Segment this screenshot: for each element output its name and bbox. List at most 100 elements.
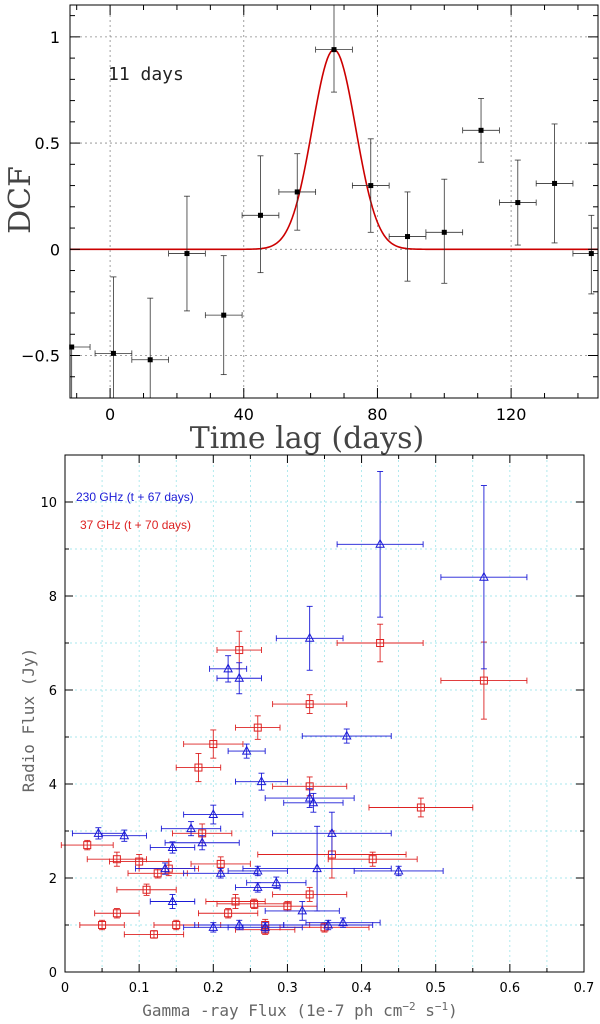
flux-xtick-label: 0.5 <box>425 981 446 996</box>
dcf-marker <box>478 127 484 133</box>
square-marker <box>283 902 292 911</box>
triangle-marker <box>160 863 170 873</box>
triangle-marker <box>186 823 196 833</box>
point-230ghz <box>305 917 381 928</box>
point-230ghz <box>235 772 288 791</box>
dcf-points <box>69 4 599 398</box>
square-marker <box>83 841 92 850</box>
dcf-xtick-label: 120 <box>496 405 527 424</box>
point-230ghz <box>283 792 344 813</box>
triangle-marker <box>241 745 252 755</box>
lag-annotation: 11 days <box>108 64 184 85</box>
square-marker <box>479 676 488 685</box>
dcf-plot-frame <box>69 4 599 399</box>
point-37ghz <box>94 908 140 919</box>
dcf-xlabel: Time lag (days) <box>190 421 424 456</box>
point-37ghz <box>116 883 177 896</box>
dcf-point <box>278 153 317 231</box>
triangle-marker <box>252 865 263 875</box>
triangle-marker <box>119 830 130 840</box>
flux-series <box>60 471 528 939</box>
point-230ghz <box>235 881 281 893</box>
point-37ghz <box>272 694 348 714</box>
point-37ghz <box>205 894 266 909</box>
triangle-marker <box>312 863 322 873</box>
point-37ghz <box>257 901 318 912</box>
square-marker <box>305 700 314 709</box>
triangle-marker <box>215 867 226 877</box>
point-230ghz <box>264 901 340 921</box>
square-marker <box>231 897 240 906</box>
flux-ytick-label: 6 <box>49 684 57 699</box>
dcf-point <box>204 255 243 376</box>
point-230ghz <box>164 835 240 851</box>
point-230ghz <box>440 485 528 670</box>
point-230ghz <box>160 821 222 837</box>
square-marker <box>235 646 244 655</box>
dcf-point <box>351 138 390 233</box>
flux-xtick-label: 0.4 <box>351 981 372 996</box>
dcf-marker <box>515 200 521 206</box>
triangle-marker <box>304 632 315 642</box>
square-marker <box>194 763 203 772</box>
triangle-marker <box>197 837 207 847</box>
square-marker <box>209 740 218 749</box>
triangle-marker <box>341 730 352 740</box>
dcf-point <box>388 191 427 282</box>
dcf-marker <box>257 212 263 218</box>
triangle-marker <box>208 808 219 819</box>
dcf-marker <box>110 350 116 356</box>
flux-ytick-label: 4 <box>49 778 57 793</box>
point-230ghz <box>71 827 125 840</box>
dcf-point <box>131 297 169 398</box>
dcf-marker <box>184 251 190 257</box>
point-37ghz <box>60 839 114 851</box>
point-37ghz <box>198 908 259 919</box>
point-37ghz <box>368 797 474 818</box>
triangle-marker <box>338 917 348 927</box>
flux-grid <box>65 455 584 972</box>
dcf-ytick-label: 0 <box>50 240 60 259</box>
dcf-point <box>425 178 464 284</box>
dcf-point <box>241 155 280 274</box>
triangle-marker <box>256 776 267 786</box>
point-37ghz <box>216 898 292 909</box>
triangle-marker <box>393 865 404 875</box>
square-marker <box>216 859 225 868</box>
flux-ytick-label: 8 <box>49 590 57 605</box>
point-230ghz <box>227 865 288 877</box>
dcf-ylabel: DCF <box>3 166 38 234</box>
triangle-marker <box>327 827 337 837</box>
point-230ghz <box>272 811 392 855</box>
flux-ylabel: Radio Flux (Jy) <box>19 648 38 793</box>
dcf-xtick-label: 40 <box>234 405 254 424</box>
flux-ticks: 0 0.1 0.2 0.3 0.4 0.5 0.6 0.7 0 2 4 6 8 10 <box>40 455 594 996</box>
dcf-ytick-label: −0.5 <box>21 347 60 366</box>
dcf-marker <box>552 180 558 186</box>
triangle-marker <box>234 919 245 929</box>
dcf-xtick-label: 0 <box>105 405 115 424</box>
square-marker <box>224 909 233 918</box>
square-marker <box>253 723 262 732</box>
triangle-marker <box>479 571 489 581</box>
dcf-ticks: 0 40 80 120 −0.5 0 0.5 1 <box>21 5 598 424</box>
point-230ghz <box>216 662 262 695</box>
flux-ytick-label: 0 <box>49 966 57 981</box>
point-37ghz <box>235 715 281 740</box>
point-37ghz <box>327 851 418 867</box>
flux-xtick-label: 0 <box>61 981 69 996</box>
point-230ghz <box>336 471 424 618</box>
point-37ghz <box>175 753 222 783</box>
triangle-marker <box>375 538 385 548</box>
dcf-xtick-label: 80 <box>367 405 387 424</box>
square-marker <box>305 890 314 899</box>
dcf-point <box>499 159 537 246</box>
dcf-marker <box>331 47 337 53</box>
dcf-point <box>535 123 574 244</box>
dcf-marker <box>221 312 227 318</box>
series-230ghz <box>71 471 528 933</box>
legend-item-230ghz: 230 GHz (t + 67 days) <box>76 490 194 504</box>
point-37ghz <box>79 919 125 931</box>
point-37ghz <box>190 856 251 872</box>
